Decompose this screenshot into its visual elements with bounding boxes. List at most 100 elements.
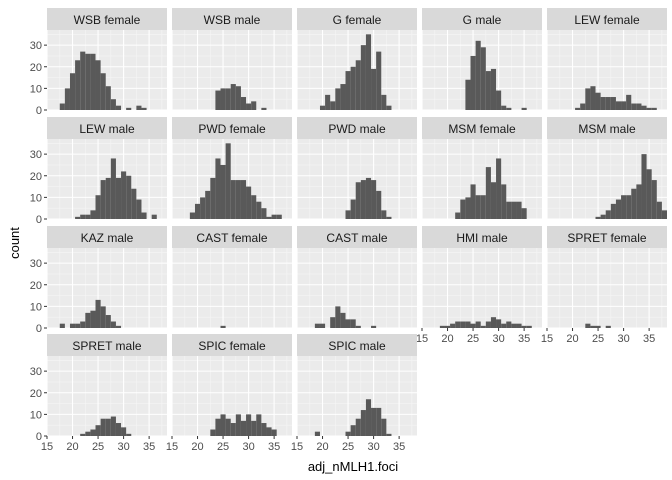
strip-background (297, 226, 417, 248)
histogram-bar (585, 88, 591, 110)
panel-title: LEW male (79, 122, 135, 136)
panel-lew-male: LEW male 0 10 20 30 (30, 117, 167, 226)
histogram-bar (600, 97, 606, 110)
histogram-bar (261, 423, 267, 436)
histogram-bar (95, 425, 101, 436)
x-tick-label: 30 (242, 441, 254, 453)
histogram-bar (126, 107, 132, 110)
panel-background (547, 248, 667, 328)
histogram-bar (470, 55, 476, 110)
histogram-bar (345, 319, 351, 328)
x-tick-label: 35 (643, 333, 655, 345)
strip-background (297, 117, 417, 139)
x-tick-label: 20 (441, 333, 453, 345)
histogram-bar (151, 214, 157, 219)
histogram-bar (210, 177, 216, 219)
histogram-bar (521, 208, 527, 219)
panel-title: G female (333, 13, 382, 27)
histogram-bar (80, 214, 86, 219)
x-tick-label: 20 (66, 441, 78, 453)
histogram-bar (496, 90, 502, 110)
histogram-bar (100, 418, 106, 436)
histogram-bar (480, 325, 486, 328)
histogram-bar (246, 103, 252, 110)
histogram-bar (69, 323, 76, 328)
histogram-bar (64, 88, 70, 110)
histogram-bar (95, 195, 101, 219)
x-tick-label: 15 (416, 333, 428, 345)
panel-hmi-male: HMI male 15 20 25 30 35 (416, 226, 542, 345)
histogram-bar (506, 321, 512, 328)
histogram-bar (200, 197, 206, 219)
panel-msm-male: MSM male (546, 117, 667, 220)
histogram-bar (646, 169, 652, 219)
x-tick-label: 35 (268, 441, 280, 453)
histogram-bar (350, 199, 356, 219)
histogram-bar (59, 103, 65, 110)
panels: WSB female 0 10 20 30 WSB male G female G male L… (30, 8, 667, 453)
y-tick-label: 0 (36, 214, 42, 226)
y-tick-label: 30 (30, 258, 42, 270)
histogram-bar (475, 321, 481, 328)
histogram-bar (621, 101, 627, 110)
y-tick-label: 30 (30, 40, 42, 52)
histogram-bar (585, 323, 591, 328)
histogram-bar (496, 319, 502, 328)
histogram-bar (335, 306, 341, 328)
histogram-bar (80, 321, 86, 328)
histogram-bar (345, 71, 351, 110)
histogram-bar (365, 399, 372, 436)
strip-background (297, 8, 417, 30)
histogram-bar (220, 414, 226, 436)
histogram-bar (511, 201, 517, 219)
panel-title: MSM female (448, 122, 516, 136)
histogram-bar (360, 180, 366, 219)
histogram-bar (225, 143, 231, 219)
histogram-bar (480, 47, 486, 110)
histogram-bar (189, 212, 195, 219)
histogram-bar (325, 94, 331, 110)
histogram-bar (205, 190, 211, 219)
strip-background (172, 226, 292, 248)
histogram-bar (575, 107, 581, 110)
histogram-bar (80, 433, 86, 436)
histogram-bar (376, 51, 382, 110)
histogram-bar (386, 105, 392, 110)
panel-wsb-male: WSB male (171, 8, 292, 111)
x-tick-label: 30 (492, 333, 504, 345)
histogram-bar (355, 182, 361, 219)
y-tick-label: 20 (30, 280, 42, 292)
histogram-bar (225, 418, 231, 436)
histogram-bar (136, 199, 142, 219)
x-tick-label: 15 (291, 441, 303, 453)
x-tick-label: 30 (617, 333, 629, 345)
x-tick-label: 35 (143, 441, 155, 453)
y-tick-label: 30 (30, 149, 42, 161)
x-tick-label: 25 (467, 333, 479, 345)
histogram-bar (246, 414, 252, 436)
histogram-bar (371, 180, 377, 219)
histogram-bar (521, 325, 527, 328)
panel-title: WSB male (204, 13, 261, 27)
strip-background (172, 8, 292, 30)
histogram-bar (215, 158, 221, 219)
panel-spret-male: SPRET male 0 10 20 30 15 20 25 30 35 (30, 334, 167, 453)
y-axis-title: count (7, 227, 22, 259)
histogram-bar (455, 321, 461, 328)
histogram-bar (126, 433, 132, 436)
histogram-bar (381, 210, 387, 219)
panel-title: SPIC male (328, 339, 386, 353)
histogram-bar (85, 431, 91, 436)
histogram-bar (615, 101, 622, 110)
y-tick-label: 10 (30, 192, 42, 204)
histogram-bar (521, 107, 527, 110)
x-tick-label: 30 (367, 441, 379, 453)
histogram-bar (661, 210, 667, 219)
panel-title: SPIC female (198, 339, 266, 353)
histogram-bar (580, 103, 586, 110)
histogram-bar (345, 210, 351, 219)
histogram-bar (345, 431, 351, 436)
histogram-bar (355, 418, 361, 436)
x-tick-label: 35 (518, 333, 530, 345)
histogram-bar (251, 195, 257, 219)
